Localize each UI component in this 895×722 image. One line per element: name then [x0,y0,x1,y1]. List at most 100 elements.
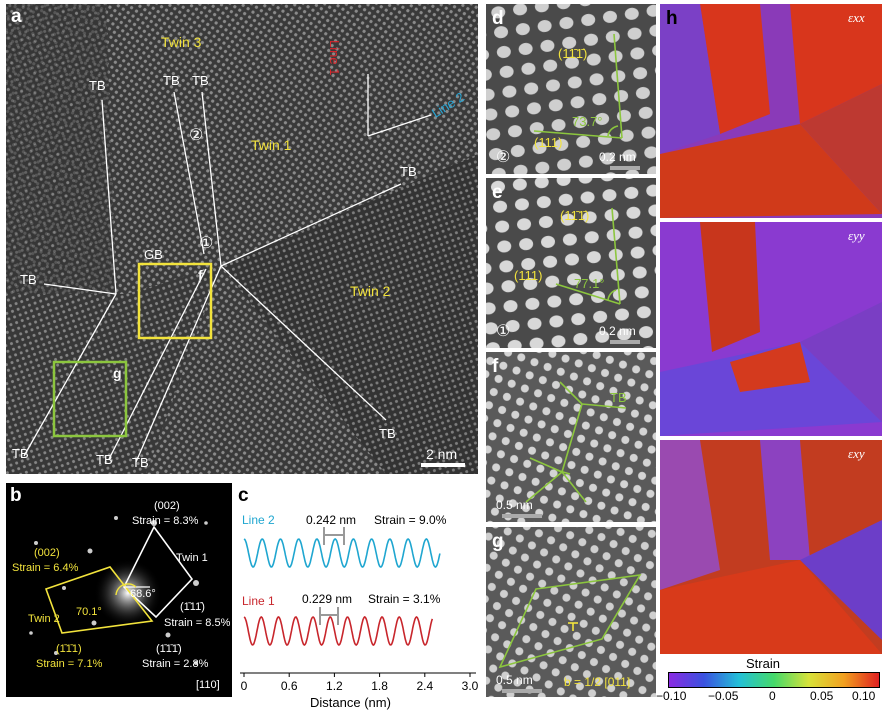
scale-bar-e [610,340,640,344]
spot-002-white: (002) [154,500,180,512]
twin2-fft-label: Twin 2 [28,613,60,625]
panel-g-image [486,527,656,697]
spot-11b1-yellow: (1̄1̄1) [56,643,82,655]
line2-strain: Strain = 9.0% [374,513,447,527]
marker-1: ① [199,235,214,252]
panel-d-label: d [492,8,504,29]
panel-a-micrograph [6,4,478,474]
tb-label: TB [163,73,180,88]
line-profile-chart: 0 0.6 1.2 1.8 2.4 3.0 [240,527,479,693]
strain-11b1-yellow: Strain = 7.1% [36,658,103,670]
strain-1b11-white: Strain = 8.5% [164,617,231,629]
spot-1b1b1-white: (1̄1̄1̄) [156,643,182,655]
tb-f-label: TB [610,390,627,405]
exy-label: εxy [848,446,865,461]
tb-label: TB [132,455,149,470]
line1-spacing: 0.229 nm [302,592,353,606]
panel-d-image [486,4,656,174]
series-line-2 [243,538,441,568]
scale-bar-label: 2 nm [426,446,458,462]
panel-e-label: e [492,182,503,203]
x-tick-label: 2.4 [416,679,433,693]
twin1-fft-label: Twin 1 [176,552,208,564]
panel-g: g 0.5 nm b = 1/2 [011] [486,527,656,697]
strain-002-yellow: Strain = 6.4% [12,562,79,574]
colorbar-tick: 0.10 [852,689,876,703]
angle-d: 73.7° [572,114,603,129]
panel-a-label: a [11,6,22,27]
panel-f-image [486,352,656,522]
gb-label: GB [144,247,163,262]
plane-top-e: (11̄1̄) [560,208,590,223]
panel-a: a Twin 3 Twin 1 Twin 2 TB TB TB TB TB TB… [6,4,478,474]
panel-c-label: c [238,485,249,506]
scale-label-d: 0.2 nm [599,150,636,164]
panel-b: b (002) Strain = 8.3% Twin 1 (002) Strai… [6,483,232,697]
colorbar-tick: 0 [769,689,776,703]
tb-label: TB [20,272,37,287]
colorbar-tick: 0.05 [810,689,834,703]
plane-top: (11̄1̄) [558,46,588,61]
scale-bar-d [610,166,640,170]
twin3-label: Twin 3 [161,34,202,50]
tb-label: TB [96,452,113,467]
x-axis-label: Distance (nm) [310,695,391,710]
strain-002-white: Strain = 8.3% [132,515,199,527]
eyy-label: εyy [848,228,865,243]
tb-label: TB [12,446,29,461]
x-tick-label: 1.2 [326,679,343,693]
strain-1b1b1-white: Strain = 2.8% [142,658,209,670]
panel-d: d (11̄1̄) (111) 73.7° ② 0.2 nm [486,4,656,174]
burgers-vector: b = 1/2 [011] [564,675,631,689]
scale-bar [421,463,465,467]
strain-map-exy [660,440,882,654]
tb-label: TB [192,73,209,88]
angle-e: 77.1° [574,276,605,291]
panel-g-label: g [492,531,504,552]
colorbar [668,672,880,688]
panel-h-eyy: εyy [660,222,882,436]
strain-map-eyy [660,222,882,436]
panel-h-exx: h εxx [660,4,882,218]
line1-label: Line 1 [327,40,342,76]
angle-yellow: 70.1° [76,606,102,618]
tb-label: TB [379,426,396,441]
box-g-label: g [113,365,122,381]
x-tick-label: 3.0 [462,679,479,693]
legend-line2: Line 2 [242,513,275,527]
scale-label-g: 0.5 nm [496,673,533,687]
panel-f-label: f [492,356,499,377]
plane-bottom: (111) [534,135,563,150]
twin2-label: Twin 2 [350,283,391,299]
panel-e: e (11̄1̄) (111) 77.1° ① 0.2 nm [486,178,656,348]
x-tick-label: 1.8 [371,679,388,693]
panel-c: 0 0.6 1.2 1.8 2.4 3.0 c Line 2 0.242 nm Strai… [234,483,482,715]
tb-label: TB [400,164,417,179]
panel-f: f TB 0.5 nm [486,352,656,522]
spot-1b11-white: (1̄11̄) [180,601,205,613]
strain-map-exx [660,4,882,218]
line2-spacing: 0.242 nm [306,513,357,527]
zone-axis: [110] [196,679,220,691]
box-f-label: f [198,267,203,283]
twin1-label: Twin 1 [251,137,292,153]
panel-h-exy: εxy [660,440,882,654]
colorbar-tick: −0.05 [708,689,739,703]
exx-label: εxx [848,10,865,25]
spot-002-yellow: (002) [34,547,60,559]
panel-e-image [486,178,656,348]
scale-bar-f [502,514,542,518]
marker-2-d: ② [496,149,511,166]
x-tick-label: 0 [241,679,248,693]
legend-line1: Line 1 [242,594,275,608]
scale-bar-g [502,689,542,693]
panel-b-label: b [10,485,22,506]
scale-label-f: 0.5 nm [496,498,533,512]
tb-label: TB [89,78,106,93]
line1-strain: Strain = 3.1% [368,592,441,606]
colorbar-tick: −0.10 [656,689,687,703]
marker-1-e: ① [496,323,511,340]
diffraction-pattern [29,516,208,665]
series-line-1 [243,616,434,646]
panel-h-label: h [666,8,678,29]
